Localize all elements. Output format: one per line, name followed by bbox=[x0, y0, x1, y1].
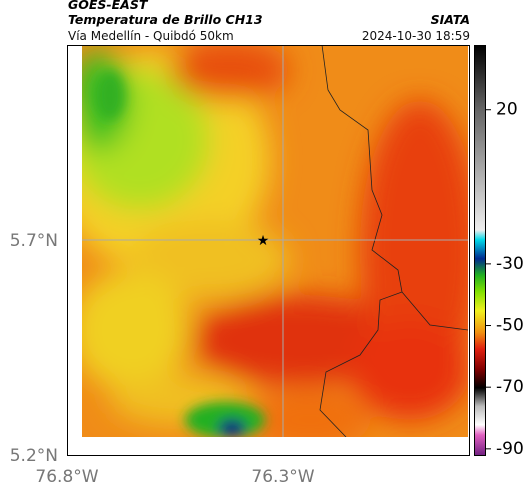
colorbar-tick-label: -30 bbox=[496, 254, 524, 274]
region: Vía Medellín - Quibdó 50km bbox=[68, 29, 234, 43]
colorbar-tick-label: -90 bbox=[496, 439, 524, 459]
product: Temperatura de Brillo CH13 bbox=[68, 12, 263, 27]
lat-label: 5.7°N bbox=[10, 231, 58, 251]
source: SIATA bbox=[431, 12, 470, 27]
colorbar-tick-label: -70 bbox=[496, 377, 524, 397]
temperature-field bbox=[82, 45, 468, 437]
lon-label: 76.3°W bbox=[251, 467, 314, 487]
colorbar-ticks: 20 -30 -50 -70 -90 bbox=[486, 100, 524, 459]
lat-label: 5.2°N bbox=[10, 446, 58, 466]
lon-label: 76.8°W bbox=[35, 467, 98, 487]
location-marker: ★ bbox=[257, 233, 270, 249]
timestamp: 2024-10-30 18:59 bbox=[362, 29, 470, 43]
colorbar-tick-label: 20 bbox=[496, 100, 518, 120]
map-frame bbox=[67, 45, 470, 456]
colorbar-tick-label: -50 bbox=[496, 316, 524, 336]
colorbar bbox=[474, 45, 486, 456]
satellite: GOES-EAST bbox=[68, 0, 149, 12]
